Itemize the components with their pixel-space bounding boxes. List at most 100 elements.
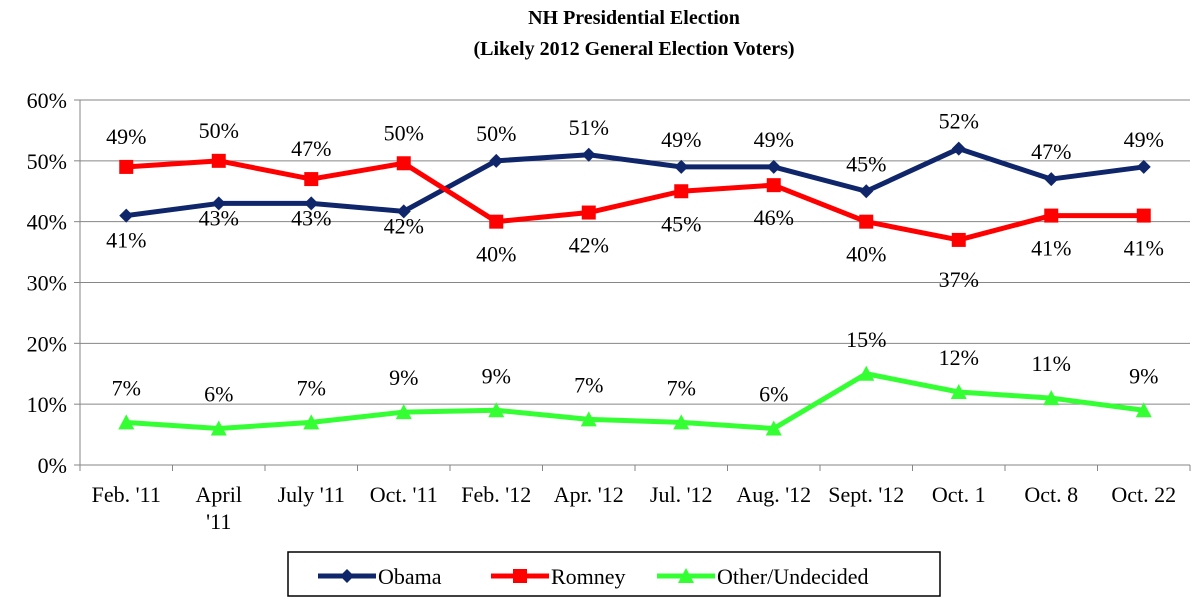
- data-label: 41%: [1031, 236, 1071, 261]
- x-tick-label: Aug. '12: [736, 482, 811, 507]
- data-label: 43%: [291, 205, 331, 230]
- legend-label: Romney: [551, 564, 626, 589]
- data-point: [1135, 402, 1152, 418]
- data-point: [489, 214, 504, 229]
- data-point: [119, 159, 134, 174]
- data-label: 7%: [112, 375, 141, 400]
- series-line-romney: [126, 158, 1144, 243]
- data-label: 9%: [482, 363, 511, 388]
- data-label: 42%: [384, 213, 424, 238]
- data-point: [766, 178, 781, 193]
- y-tick-label: 40%: [27, 210, 67, 235]
- data-point: [580, 411, 597, 427]
- y-tick-label: 30%: [27, 271, 67, 296]
- data-label: 45%: [846, 151, 886, 176]
- x-tick-label: Oct. '11: [370, 482, 438, 507]
- data-point: [766, 159, 781, 174]
- x-tick-label: July '11: [278, 482, 345, 507]
- data-point: [211, 153, 226, 168]
- data-point: [678, 568, 694, 583]
- data-label: 7%: [574, 372, 603, 397]
- data-point: [211, 196, 226, 211]
- data-point: [1136, 159, 1151, 174]
- data-label: 45%: [661, 211, 701, 236]
- data-point: [489, 153, 504, 168]
- data-label: 6%: [759, 382, 788, 407]
- data-point: [951, 232, 966, 247]
- data-label: 50%: [476, 121, 516, 146]
- data-point: [859, 184, 874, 199]
- data-label: 40%: [846, 242, 886, 267]
- data-label: 7%: [667, 375, 696, 400]
- axes: [79, 100, 1191, 471]
- y-tick-label: 60%: [27, 88, 67, 113]
- gridlines: [80, 99, 1190, 405]
- data-point: [1136, 208, 1151, 223]
- data-point: [674, 159, 689, 174]
- data-point: [340, 569, 354, 583]
- data-label: 6%: [204, 382, 233, 407]
- series-line-obama: [125, 146, 1145, 219]
- data-label: 47%: [291, 136, 331, 161]
- y-axis-ticks: 0% 10% 20% 30% 40% 50% 60%: [27, 88, 80, 478]
- data-point: [303, 414, 320, 430]
- data-label: 49%: [106, 124, 146, 149]
- data-point: [395, 404, 412, 420]
- data-label: 47%: [1031, 139, 1071, 164]
- data-label: 15%: [846, 327, 886, 352]
- data-point: [396, 156, 411, 171]
- legend-box: [287, 551, 941, 597]
- series-line-other-undecided: [126, 371, 1145, 431]
- x-tick-label: Feb. '12: [461, 482, 531, 507]
- legend-label: Obama: [378, 564, 442, 589]
- data-label: 9%: [389, 365, 418, 390]
- data-point: [118, 414, 135, 430]
- x-tick-label: Sept. '12: [828, 482, 904, 507]
- data-label: 41%: [1124, 236, 1164, 261]
- data-point: [488, 402, 505, 418]
- y-tick-label: 10%: [27, 392, 67, 417]
- data-label: 7%: [297, 375, 326, 400]
- data-point: [304, 196, 319, 211]
- data-point: [513, 569, 527, 583]
- legend-label: Other/Undecided: [717, 564, 869, 589]
- data-label: 41%: [106, 228, 146, 253]
- y-tick-label: 50%: [27, 149, 67, 174]
- legend: Obama Romney Other/Undecided: [287, 551, 941, 597]
- data-point: [1043, 390, 1060, 406]
- data-point: [1044, 208, 1059, 223]
- data-point: [304, 172, 319, 187]
- data-label: 52%: [939, 109, 979, 134]
- data-label: 49%: [661, 127, 701, 152]
- data-point: [765, 420, 782, 436]
- data-point: [210, 420, 227, 436]
- data-label: 37%: [939, 267, 979, 292]
- data-label: 40%: [476, 242, 516, 267]
- x-tick-label: '11: [206, 509, 231, 534]
- data-label: 51%: [569, 115, 609, 140]
- data-point: [951, 141, 966, 156]
- data-labels-layer: 41% 43% 43% 42% 50% 51% 49% 49% 45% 52% 47% 49% 49% 5…: [106, 109, 1164, 407]
- data-label: 50%: [199, 118, 239, 143]
- data-point: [119, 208, 134, 223]
- x-tick-label: Oct. 22: [1111, 482, 1176, 507]
- data-point: [581, 205, 596, 220]
- x-tick-label: April: [196, 482, 242, 507]
- data-point: [1044, 172, 1059, 187]
- data-point: [858, 365, 875, 381]
- x-tick-label: Jul. '12: [650, 482, 713, 507]
- series-layer: [118, 141, 1152, 436]
- data-label: 46%: [754, 205, 794, 230]
- chart-subtitle: (Likely 2012 General Election Voters): [473, 38, 794, 60]
- x-tick-label: Feb. '11: [92, 482, 161, 507]
- data-point: [674, 184, 689, 199]
- data-point: [950, 384, 967, 399]
- x-tick-label: Oct. 1: [932, 482, 986, 507]
- y-tick-label: 20%: [27, 331, 67, 356]
- data-label: 43%: [199, 205, 239, 230]
- data-label: 11%: [1031, 351, 1071, 376]
- data-label: 49%: [754, 127, 794, 152]
- x-tick-label: Oct. 8: [1024, 482, 1078, 507]
- y-tick-label: 0%: [38, 453, 67, 478]
